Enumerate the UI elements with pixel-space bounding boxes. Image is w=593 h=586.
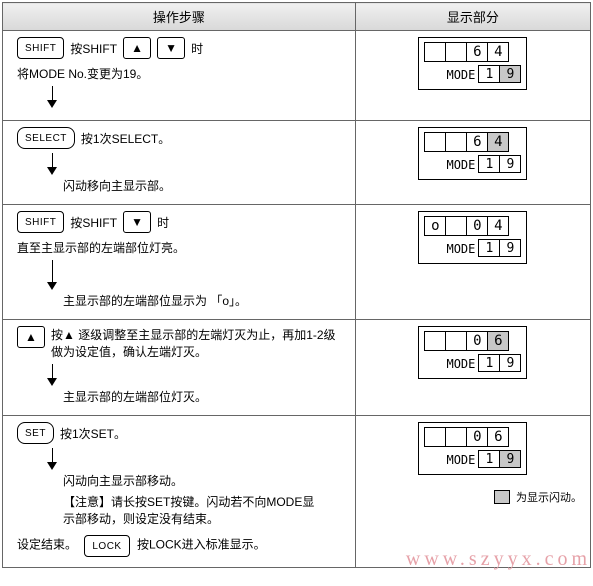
mode-label: MODE [424,155,479,175]
step3-text-a: 按SHIFT [70,214,117,231]
step6-text-b: 按LOCK进入标准显示。 [137,538,266,552]
display-cell: 1 [478,354,500,372]
up-key[interactable]: ▲ [17,326,45,348]
step3-text-c: 直至主显示部的左端部位灯亮。 [17,239,347,256]
display-cell: 9 [499,239,521,257]
display-cell: 1 [478,155,500,173]
step5-text-a: 按1次SET。 [60,425,126,442]
display-cell: 6 [487,331,509,351]
mode-label: MODE [424,65,479,85]
mode-label: MODE [424,354,479,374]
legend: 为显示闪动。 [364,489,582,505]
display-cell: 0 [466,427,488,447]
step1-text-c: 将MODE No.变更为19。 [17,65,347,82]
display-panel-4: 06 MODE19 [418,326,527,379]
flow-arrow-icon [47,86,347,108]
display-cell: 4 [487,132,509,152]
step3-text-b: 时 [157,214,169,231]
step2-text-b: 闪动移向主显示部。 [63,177,347,194]
step5-text-b: 闪动向主显示部移动。 [63,472,347,489]
legend-swatch [494,490,510,504]
display-cell: 1 [478,65,500,83]
flow-arrow-icon [47,260,347,290]
display-cell [424,132,446,152]
display-panel-1: 64 MODE19 [418,37,527,90]
set-key[interactable]: SET [17,422,54,444]
step1-text-a: 按SHIFT [70,40,117,57]
down-key[interactable]: ▼ [123,211,151,233]
display-cell [445,42,467,62]
flow-arrow-icon [47,153,347,175]
header-display: 显示部分 [355,3,590,31]
shift-key[interactable]: SHIFT [17,211,64,233]
mode-label: MODE [424,450,479,470]
display-cell [445,132,467,152]
display-cell: 0 [466,331,488,351]
display-cell: 4 [487,216,509,236]
display-cell: 9 [499,354,521,372]
display-cell [424,331,446,351]
display-cell [445,427,467,447]
step3-text-d: 主显示部的左端部位显示为 「o」。 [63,292,347,309]
step1-text-b: 时 [191,40,203,57]
display-cell: 6 [466,42,488,62]
display-cell: 9 [499,65,521,83]
step4-text-b: 主显示部的左端部位灯灭。 [63,388,347,405]
display-cell: o [424,216,446,236]
display-panel-5: 06 MODE19 [418,422,527,475]
display-cell [424,42,446,62]
lock-key[interactable]: LOCK [84,535,129,557]
display-cell: 1 [478,239,500,257]
flow-arrow-icon [47,364,347,386]
display-cell: 4 [487,42,509,62]
display-panel-2: 64 MODE19 [418,127,527,180]
legend-text: 为显示闪动。 [516,489,582,505]
display-cell [424,427,446,447]
step6-text-a: 设定结束。 [17,538,77,552]
down-key[interactable]: ▼ [157,37,185,59]
display-cell: 6 [466,132,488,152]
header-steps: 操作步骤 [3,3,356,31]
mode-label: MODE [424,239,479,259]
instruction-table: 操作步骤 显示部分 SHIFT 按SHIFT ▲ ▼ 时 将MODE No.变更… [2,2,591,568]
up-key[interactable]: ▲ [123,37,151,59]
display-cell: 9 [499,155,521,173]
flow-arrow-icon [47,448,347,470]
display-cell [445,216,467,236]
shift-key[interactable]: SHIFT [17,37,64,59]
display-cell: 6 [487,427,509,447]
display-cell: 0 [466,216,488,236]
select-key[interactable]: SELECT [17,127,75,149]
display-panel-3: o04 MODE19 [418,211,527,264]
step2-text-a: 按1次SELECT。 [81,130,170,147]
display-cell: 9 [499,450,521,468]
display-cell: 1 [478,450,500,468]
step5-note: 【注意】请长按SET按键。闪动若不向MODE显示部移动，则设定没有结束。 [63,493,323,527]
step4-text-a: 按▲ 逐级调整至主显示部的左端灯灭为止，再加1-2级做为设定值，确认左端灯灭。 [51,326,347,360]
display-cell [445,331,467,351]
